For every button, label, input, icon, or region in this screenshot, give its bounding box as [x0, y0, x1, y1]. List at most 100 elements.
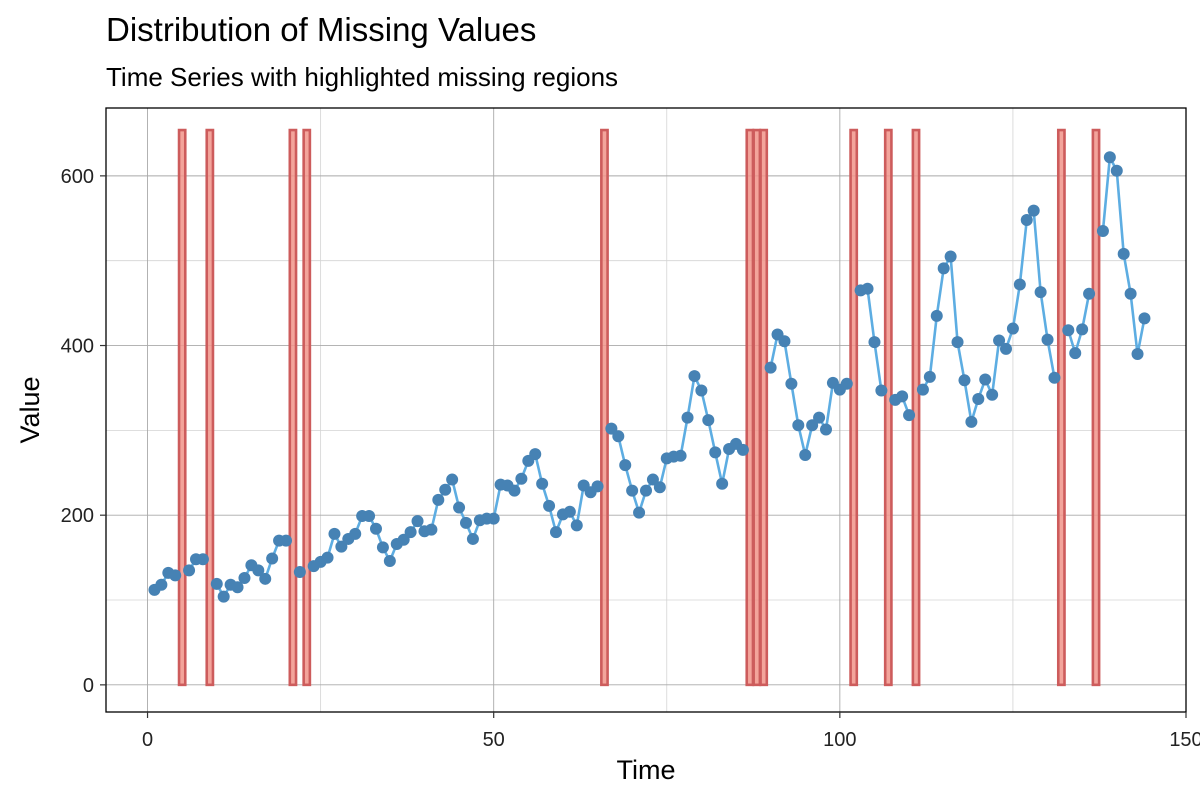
data-point	[383, 555, 396, 567]
series-points	[148, 151, 1151, 603]
data-point	[813, 411, 826, 424]
data-point	[820, 423, 832, 436]
series-line-segment	[769, 333, 848, 457]
data-point	[293, 566, 306, 579]
missing-band	[177, 128, 187, 687]
missing-bands	[177, 128, 1101, 687]
data-point	[563, 505, 576, 518]
data-point	[702, 414, 715, 427]
data-point	[861, 282, 874, 295]
data-point	[231, 581, 244, 594]
data-point	[626, 484, 639, 497]
data-point	[903, 409, 916, 422]
missing-band	[1091, 128, 1101, 687]
data-point	[958, 374, 971, 387]
chart-subtitle: Time Series with highlighted missing reg…	[106, 62, 618, 92]
grid	[106, 108, 1187, 712]
data-point	[840, 377, 853, 390]
missing-band	[205, 128, 215, 687]
data-point	[1048, 371, 1061, 384]
data-point	[1006, 322, 1019, 335]
data-point	[681, 411, 694, 424]
x-tick-label: 150	[1169, 729, 1200, 751]
x-tick-label: 0	[142, 729, 153, 751]
missing-band	[911, 128, 921, 687]
y-tick-label: 0	[83, 675, 94, 697]
data-point	[1062, 324, 1075, 337]
data-point	[1020, 213, 1033, 226]
data-point	[217, 590, 230, 603]
data-point	[1096, 225, 1109, 238]
data-point	[972, 392, 985, 405]
data-point	[280, 534, 292, 547]
data-point	[439, 483, 452, 496]
data-point	[259, 572, 272, 585]
data-point	[432, 493, 445, 506]
data-point	[1131, 348, 1144, 361]
data-point	[543, 499, 556, 512]
data-point	[1000, 342, 1012, 355]
data-point	[183, 564, 196, 577]
data-point	[930, 309, 943, 322]
data-point	[716, 477, 729, 490]
missing-band	[600, 128, 609, 687]
data-point	[674, 449, 687, 462]
data-point	[266, 552, 279, 565]
data-point	[1041, 333, 1054, 346]
data-point	[252, 564, 265, 577]
data-point	[508, 484, 521, 497]
data-point	[321, 551, 334, 564]
data-point	[397, 533, 410, 546]
data-point	[688, 370, 701, 383]
missing-band	[759, 128, 769, 687]
data-point	[169, 569, 182, 582]
data-point	[965, 415, 978, 428]
data-point	[993, 334, 1006, 347]
data-point	[155, 578, 168, 591]
data-point	[778, 335, 791, 348]
data-point	[799, 448, 812, 461]
data-point	[806, 419, 819, 432]
data-point	[785, 377, 798, 390]
data-point	[695, 384, 708, 397]
data-point	[896, 390, 909, 403]
data-point	[425, 523, 438, 536]
missing-band	[302, 128, 312, 687]
data-point	[640, 484, 652, 497]
data-point	[335, 540, 348, 553]
data-point	[951, 336, 964, 349]
data-point	[370, 522, 382, 535]
data-point	[411, 515, 424, 528]
data-point	[646, 473, 659, 486]
x-axis-title: Time	[617, 755, 676, 785]
data-point	[1069, 347, 1082, 360]
data-point	[466, 532, 479, 545]
missing-band	[288, 128, 298, 687]
y-tick-label: 600	[61, 166, 94, 188]
data-point	[1076, 323, 1089, 336]
data-point	[605, 422, 618, 435]
data-point	[446, 473, 459, 486]
data-point	[210, 577, 223, 590]
data-point	[1103, 151, 1116, 164]
data-point	[1110, 164, 1123, 177]
data-point	[1083, 287, 1096, 300]
data-point	[1124, 287, 1137, 300]
data-point	[238, 571, 251, 584]
x-tick-label: 100	[823, 729, 856, 751]
missing-band	[745, 128, 755, 687]
data-point	[1117, 247, 1130, 260]
data-point	[612, 430, 625, 443]
data-point	[619, 459, 632, 472]
data-point	[764, 361, 777, 374]
plot-border	[105, 107, 1187, 713]
y-axis-title: Value	[15, 376, 45, 443]
chart-title: Distribution of Missing Values	[106, 11, 536, 48]
data-point	[404, 526, 417, 539]
data-point	[709, 446, 722, 459]
data-point	[328, 527, 341, 540]
data-point	[1034, 286, 1047, 299]
x-tick-label: 50	[483, 729, 505, 751]
data-point	[792, 419, 805, 432]
